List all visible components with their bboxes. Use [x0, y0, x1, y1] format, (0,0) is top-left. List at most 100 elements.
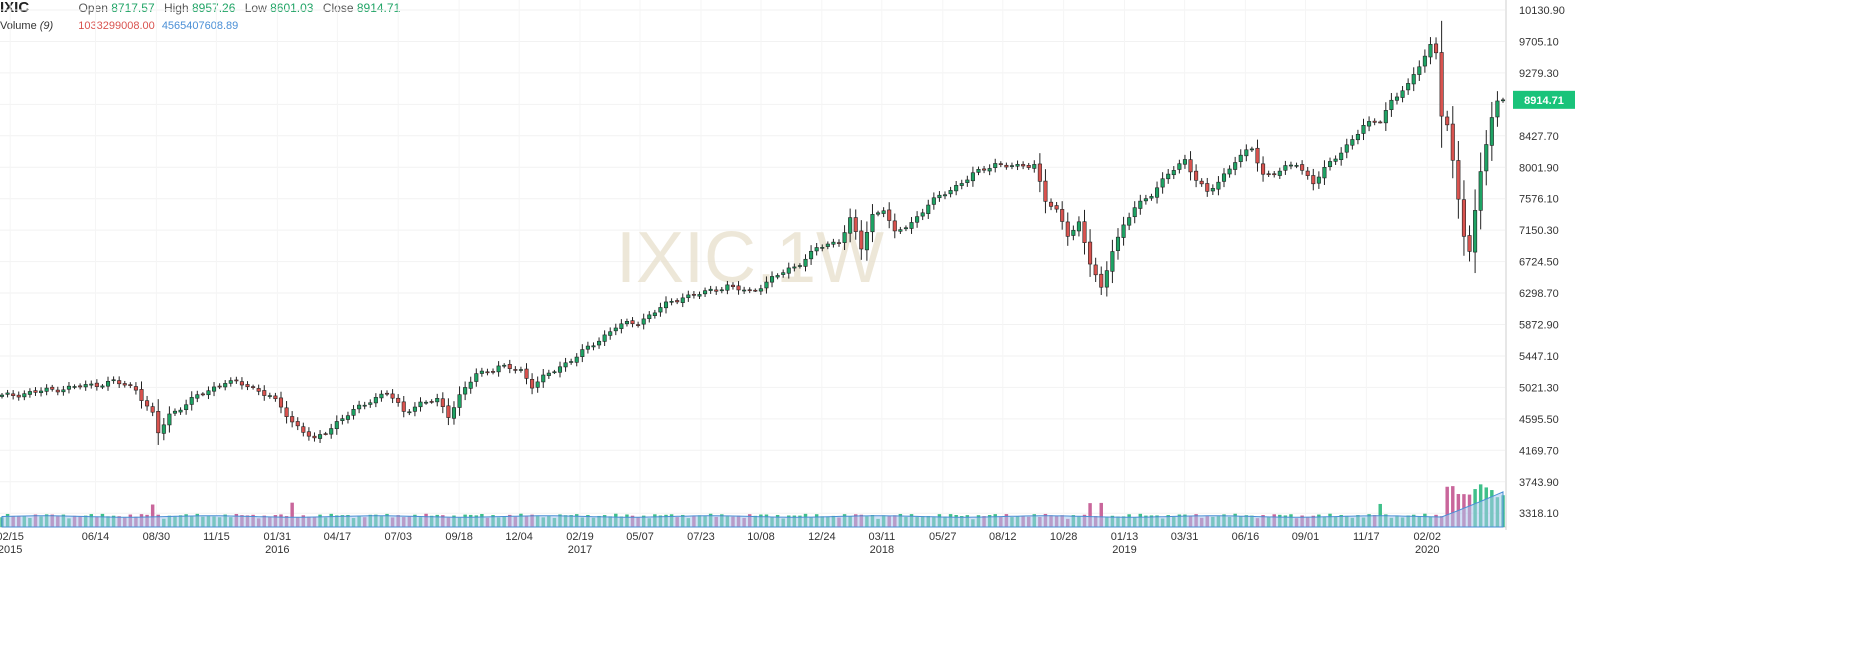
candle [641, 318, 646, 325]
candle [619, 323, 624, 329]
candle [736, 285, 741, 291]
candle [133, 386, 138, 391]
candle [340, 418, 345, 421]
price-tick-label: 5447.10 [1519, 351, 1559, 363]
open-label: Open [78, 1, 108, 15]
time-tick-label: 07/23 [687, 531, 715, 543]
price-tick-label: 5872.90 [1519, 320, 1559, 332]
volume-bar [1451, 486, 1455, 527]
last-price-label: 8914.71 [1524, 95, 1564, 107]
candle [1456, 160, 1461, 200]
candle [451, 407, 457, 419]
close-label: Close [322, 1, 354, 15]
candle [1300, 164, 1305, 171]
candle [1194, 170, 1199, 181]
time-tick-label: 02/19 [566, 531, 594, 543]
price-tick-label: 9279.30 [1519, 68, 1559, 80]
candle [1043, 180, 1048, 202]
candle [1350, 139, 1355, 146]
candle [1104, 270, 1109, 288]
candle [178, 409, 183, 413]
candle [357, 404, 362, 410]
candle [1155, 187, 1160, 198]
candle [184, 404, 189, 411]
candle [1249, 148, 1254, 151]
candle [569, 361, 574, 363]
candle [719, 289, 724, 292]
candle [876, 212, 881, 215]
candle [1205, 183, 1210, 192]
candle [1478, 171, 1483, 211]
candle [764, 281, 769, 289]
candle [407, 411, 412, 414]
candle [111, 379, 116, 382]
candle [769, 276, 775, 283]
candle [652, 312, 657, 316]
price-tick-label: 7576.10 [1519, 194, 1559, 206]
candle [747, 289, 752, 292]
candle [329, 428, 334, 435]
candle [301, 426, 306, 433]
candle [669, 301, 674, 303]
candle [278, 397, 284, 408]
candle [675, 300, 680, 303]
candle [1004, 164, 1009, 168]
candle [574, 356, 579, 363]
candle [658, 307, 663, 313]
year-tick-label: 2016 [265, 544, 289, 556]
year-tick-label: 2020 [1415, 544, 1439, 556]
candle [524, 368, 529, 379]
candle [89, 383, 94, 386]
candle [1417, 66, 1422, 75]
candle [976, 168, 981, 173]
candle [66, 385, 71, 390]
candle [870, 214, 875, 233]
price-axis: 10130.909705.109279.308853.508427.708001… [1519, 5, 1565, 520]
candle [557, 366, 563, 373]
candle [970, 172, 975, 182]
candle [1088, 241, 1093, 265]
time-tick-label: 06/16 [1232, 531, 1260, 543]
candle [245, 384, 250, 388]
candle [1367, 121, 1372, 127]
candle [72, 386, 77, 388]
candle [937, 194, 942, 199]
candle [1210, 188, 1215, 192]
candle [797, 265, 802, 267]
candle [1272, 173, 1277, 176]
candle [1394, 96, 1400, 101]
candle [624, 321, 629, 325]
candle [468, 381, 473, 389]
candle [703, 290, 708, 295]
candle [1255, 147, 1260, 164]
candle [78, 385, 83, 388]
price-tick-label: 5021.30 [1519, 382, 1559, 394]
candle [1489, 117, 1494, 146]
candle [792, 266, 797, 269]
candle [742, 289, 747, 292]
price-tick-label: 4169.70 [1519, 445, 1559, 457]
candle [859, 230, 864, 250]
candle [898, 229, 903, 232]
time-tick-label: 05/07 [626, 531, 654, 543]
time-tick-label: 11/17 [1353, 531, 1380, 543]
candle [446, 405, 451, 418]
candle [786, 267, 791, 274]
candle [1032, 164, 1037, 169]
candle [390, 393, 395, 399]
candle [1355, 134, 1360, 141]
candle [262, 390, 267, 396]
candle [926, 204, 931, 214]
year-tick-label: 2017 [568, 544, 592, 556]
candle [1015, 164, 1020, 167]
candle [1071, 229, 1076, 236]
candle [663, 301, 669, 309]
candle [267, 395, 272, 397]
chart-grid [0, 0, 1507, 530]
last-price-box [1513, 90, 1575, 109]
candle [228, 380, 233, 384]
year-tick-label: 2015 [0, 544, 22, 556]
candle [1277, 170, 1282, 176]
time-tick-label: 11/15 [203, 531, 230, 543]
